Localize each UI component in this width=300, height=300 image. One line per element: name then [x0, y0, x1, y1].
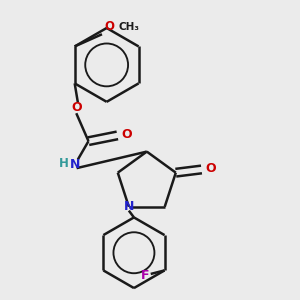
- Text: N: N: [124, 200, 134, 213]
- Text: F: F: [141, 269, 149, 282]
- Text: O: O: [104, 20, 115, 33]
- Text: O: O: [71, 101, 82, 114]
- Text: N: N: [70, 158, 80, 171]
- Text: O: O: [121, 128, 132, 141]
- Text: O: O: [205, 162, 216, 175]
- Text: H: H: [59, 157, 69, 170]
- Text: CH₃: CH₃: [119, 22, 140, 32]
